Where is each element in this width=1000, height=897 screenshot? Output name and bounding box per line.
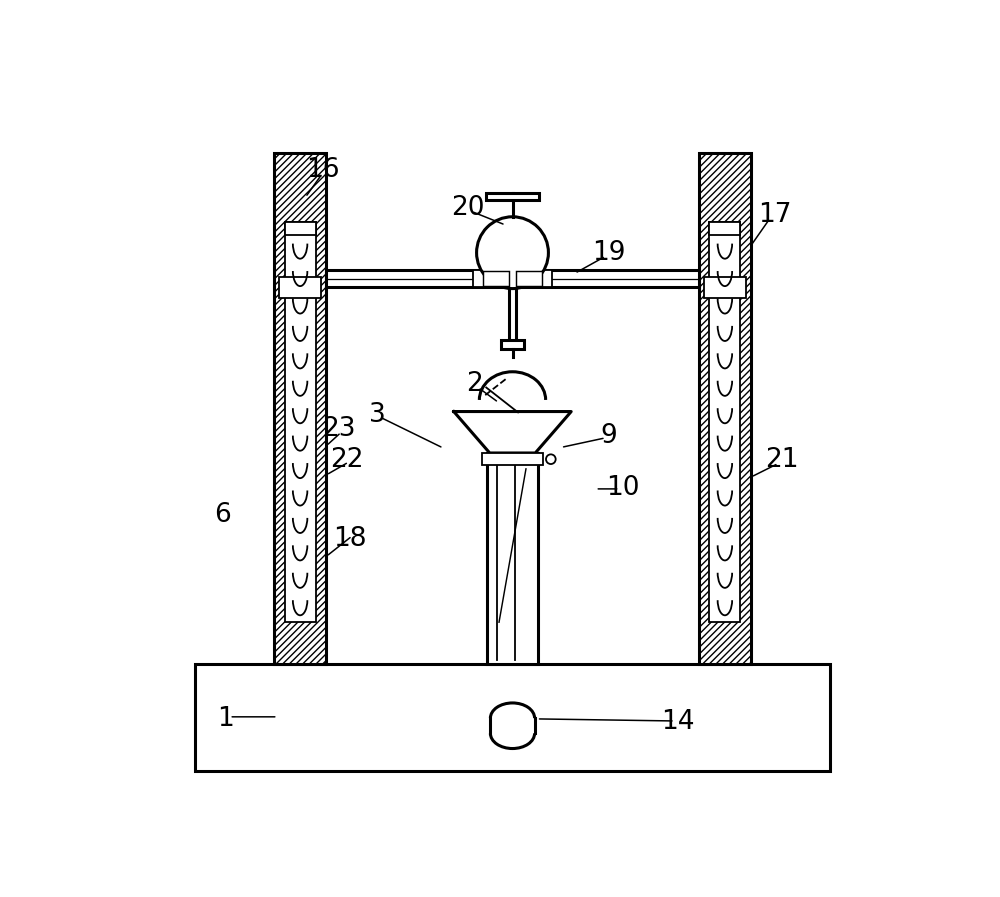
Bar [274, 152, 326, 664]
Bar [285, 222, 316, 235]
Bar [486, 193, 539, 199]
Bar [709, 222, 740, 235]
Text: 20: 20 [451, 195, 484, 221]
Bar [473, 270, 552, 287]
Text: 16: 16 [306, 157, 339, 183]
Bar [279, 277, 321, 298]
Text: 1: 1 [217, 706, 234, 732]
Bar [195, 664, 830, 771]
Bar [699, 152, 751, 664]
Text: 9: 9 [601, 422, 618, 448]
Text: 3: 3 [369, 402, 386, 428]
Text: 14: 14 [662, 710, 695, 736]
Bar [482, 453, 543, 466]
Text: 6: 6 [214, 502, 231, 528]
Circle shape [477, 217, 548, 289]
Bar [704, 277, 746, 298]
Text: 10: 10 [606, 475, 640, 501]
Bar [285, 222, 316, 623]
Text: 22: 22 [330, 447, 363, 473]
Bar [516, 272, 542, 286]
Bar [483, 272, 509, 286]
Text: 21: 21 [765, 447, 799, 473]
Bar [709, 222, 740, 623]
Circle shape [546, 455, 556, 464]
Bar [326, 270, 699, 287]
Bar [274, 152, 326, 664]
Text: 2: 2 [466, 371, 483, 396]
Text: 23: 23 [322, 416, 355, 442]
Text: 17: 17 [758, 202, 792, 228]
Polygon shape [454, 412, 571, 453]
Bar [501, 340, 524, 349]
Text: 18: 18 [333, 527, 367, 553]
Text: 19: 19 [592, 239, 626, 266]
Bar [487, 453, 538, 664]
Bar [699, 152, 751, 664]
